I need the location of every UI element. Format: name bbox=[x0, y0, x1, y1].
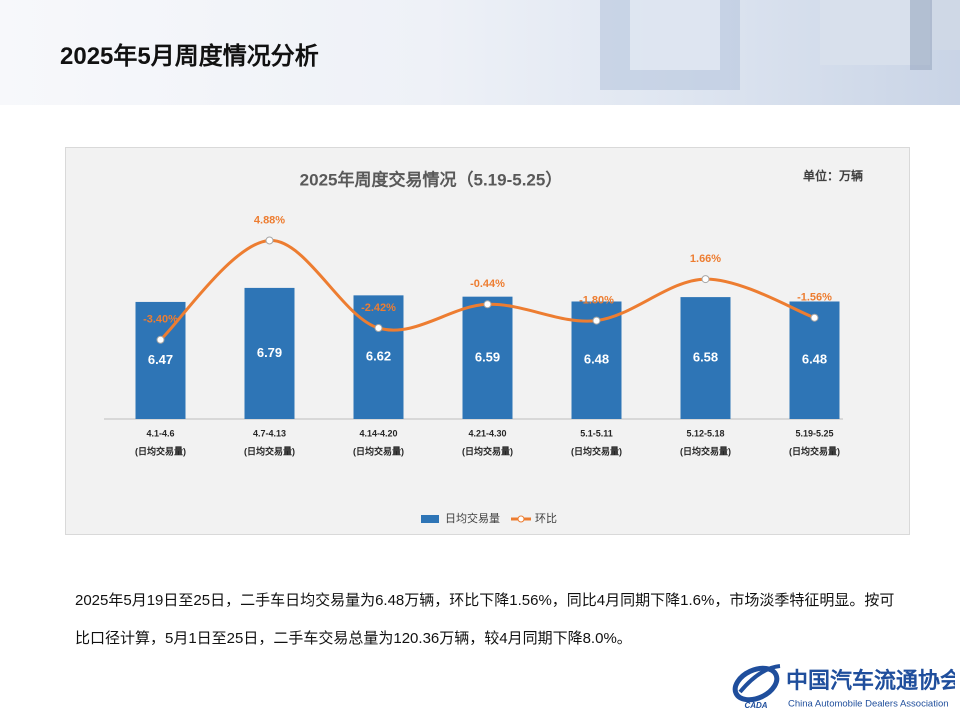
logo-name-en: China Automobile Dealers Association bbox=[788, 699, 949, 710]
line-value-label: -3.40% bbox=[143, 314, 178, 326]
x-tick-note: (日均交易量) bbox=[680, 445, 731, 456]
x-tick-note: (日均交易量) bbox=[353, 445, 404, 456]
logo: CADA 中国汽车流通协会 China Automobile Dealers A… bbox=[730, 658, 960, 714]
chart-title: 2025年周度交易情况（5.19-5.25） bbox=[300, 169, 563, 189]
legend-label: 日均交易量 bbox=[445, 511, 500, 525]
bar bbox=[244, 287, 295, 419]
x-tick-note: (日均交易量) bbox=[135, 445, 186, 456]
bar-value-label: 6.59 bbox=[475, 349, 500, 364]
line-point bbox=[374, 324, 383, 333]
x-tick-label: 4.7-4.13 bbox=[253, 428, 286, 438]
bar-value-label: 6.58 bbox=[693, 349, 718, 364]
bar-value-label: 6.47 bbox=[148, 352, 173, 367]
chart: 2025年周度交易情况（5.19-5.25） 单位：万辆 4.1-4.6 (日均交… bbox=[104, 168, 863, 525]
bar bbox=[462, 296, 513, 419]
logo-graphic: CADA 中国汽车流通协会 China Automobile Dealers A… bbox=[732, 664, 960, 710]
x-tick-note: (日均交易量) bbox=[244, 445, 295, 456]
bar bbox=[353, 295, 404, 419]
header: 2025年5月周度情况分析 bbox=[0, 0, 960, 105]
x-tick-note: (日均交易量) bbox=[462, 445, 513, 456]
line-point bbox=[592, 316, 601, 325]
x-tick-note: (日均交易量) bbox=[789, 445, 840, 456]
bar-value-label: 6.62 bbox=[366, 349, 391, 364]
logo-name-cn: 中国汽车流通协会 bbox=[786, 668, 955, 694]
line-point bbox=[265, 236, 274, 245]
line-value-label: 1.66% bbox=[690, 253, 721, 265]
line-value-label: -0.44% bbox=[470, 278, 505, 290]
x-tick-label: 5.1-5.11 bbox=[580, 428, 613, 438]
unit-label: 单位：万辆 bbox=[803, 168, 863, 183]
x-tick-label: 5.19-5.25 bbox=[795, 428, 833, 438]
legend-swatch-point bbox=[517, 515, 525, 523]
x-tick-label: 4.14-4.20 bbox=[359, 428, 397, 438]
line-point bbox=[701, 275, 710, 284]
line-value-label: -2.42% bbox=[361, 302, 396, 314]
header-decoration bbox=[600, 0, 960, 90]
summary-text: 2025年5月19日至25日，二手车日均交易量为6.48万辆，环比下降1.56%… bbox=[75, 592, 895, 647]
line-value-label: -1.80% bbox=[579, 295, 614, 307]
bar-value-label: 6.48 bbox=[584, 352, 609, 367]
line-value-label: -1.56% bbox=[797, 292, 832, 304]
line-value-label: 4.88% bbox=[254, 214, 285, 226]
line-point bbox=[810, 313, 819, 322]
page-title: 2025年5月周度情况分析 bbox=[60, 43, 319, 70]
x-tick-label: 4.21-4.30 bbox=[468, 428, 506, 438]
bar-value-label: 6.79 bbox=[257, 345, 282, 360]
bar-value-label: 6.48 bbox=[802, 352, 827, 367]
line-point bbox=[156, 335, 165, 344]
x-tick-label: 5.12-5.18 bbox=[686, 428, 724, 438]
logo-abbr: CADA bbox=[744, 701, 767, 710]
legend-swatch bbox=[421, 515, 439, 523]
bar bbox=[680, 297, 731, 419]
x-tick-label: 4.1-4.6 bbox=[146, 428, 174, 438]
x-tick-note: (日均交易量) bbox=[571, 445, 622, 456]
line-point bbox=[483, 300, 492, 309]
legend-label: 环比 bbox=[535, 512, 557, 525]
chart-panel: 2025年周度交易情况（5.19-5.25） 单位：万辆 4.1-4.6 (日均交… bbox=[65, 147, 910, 535]
